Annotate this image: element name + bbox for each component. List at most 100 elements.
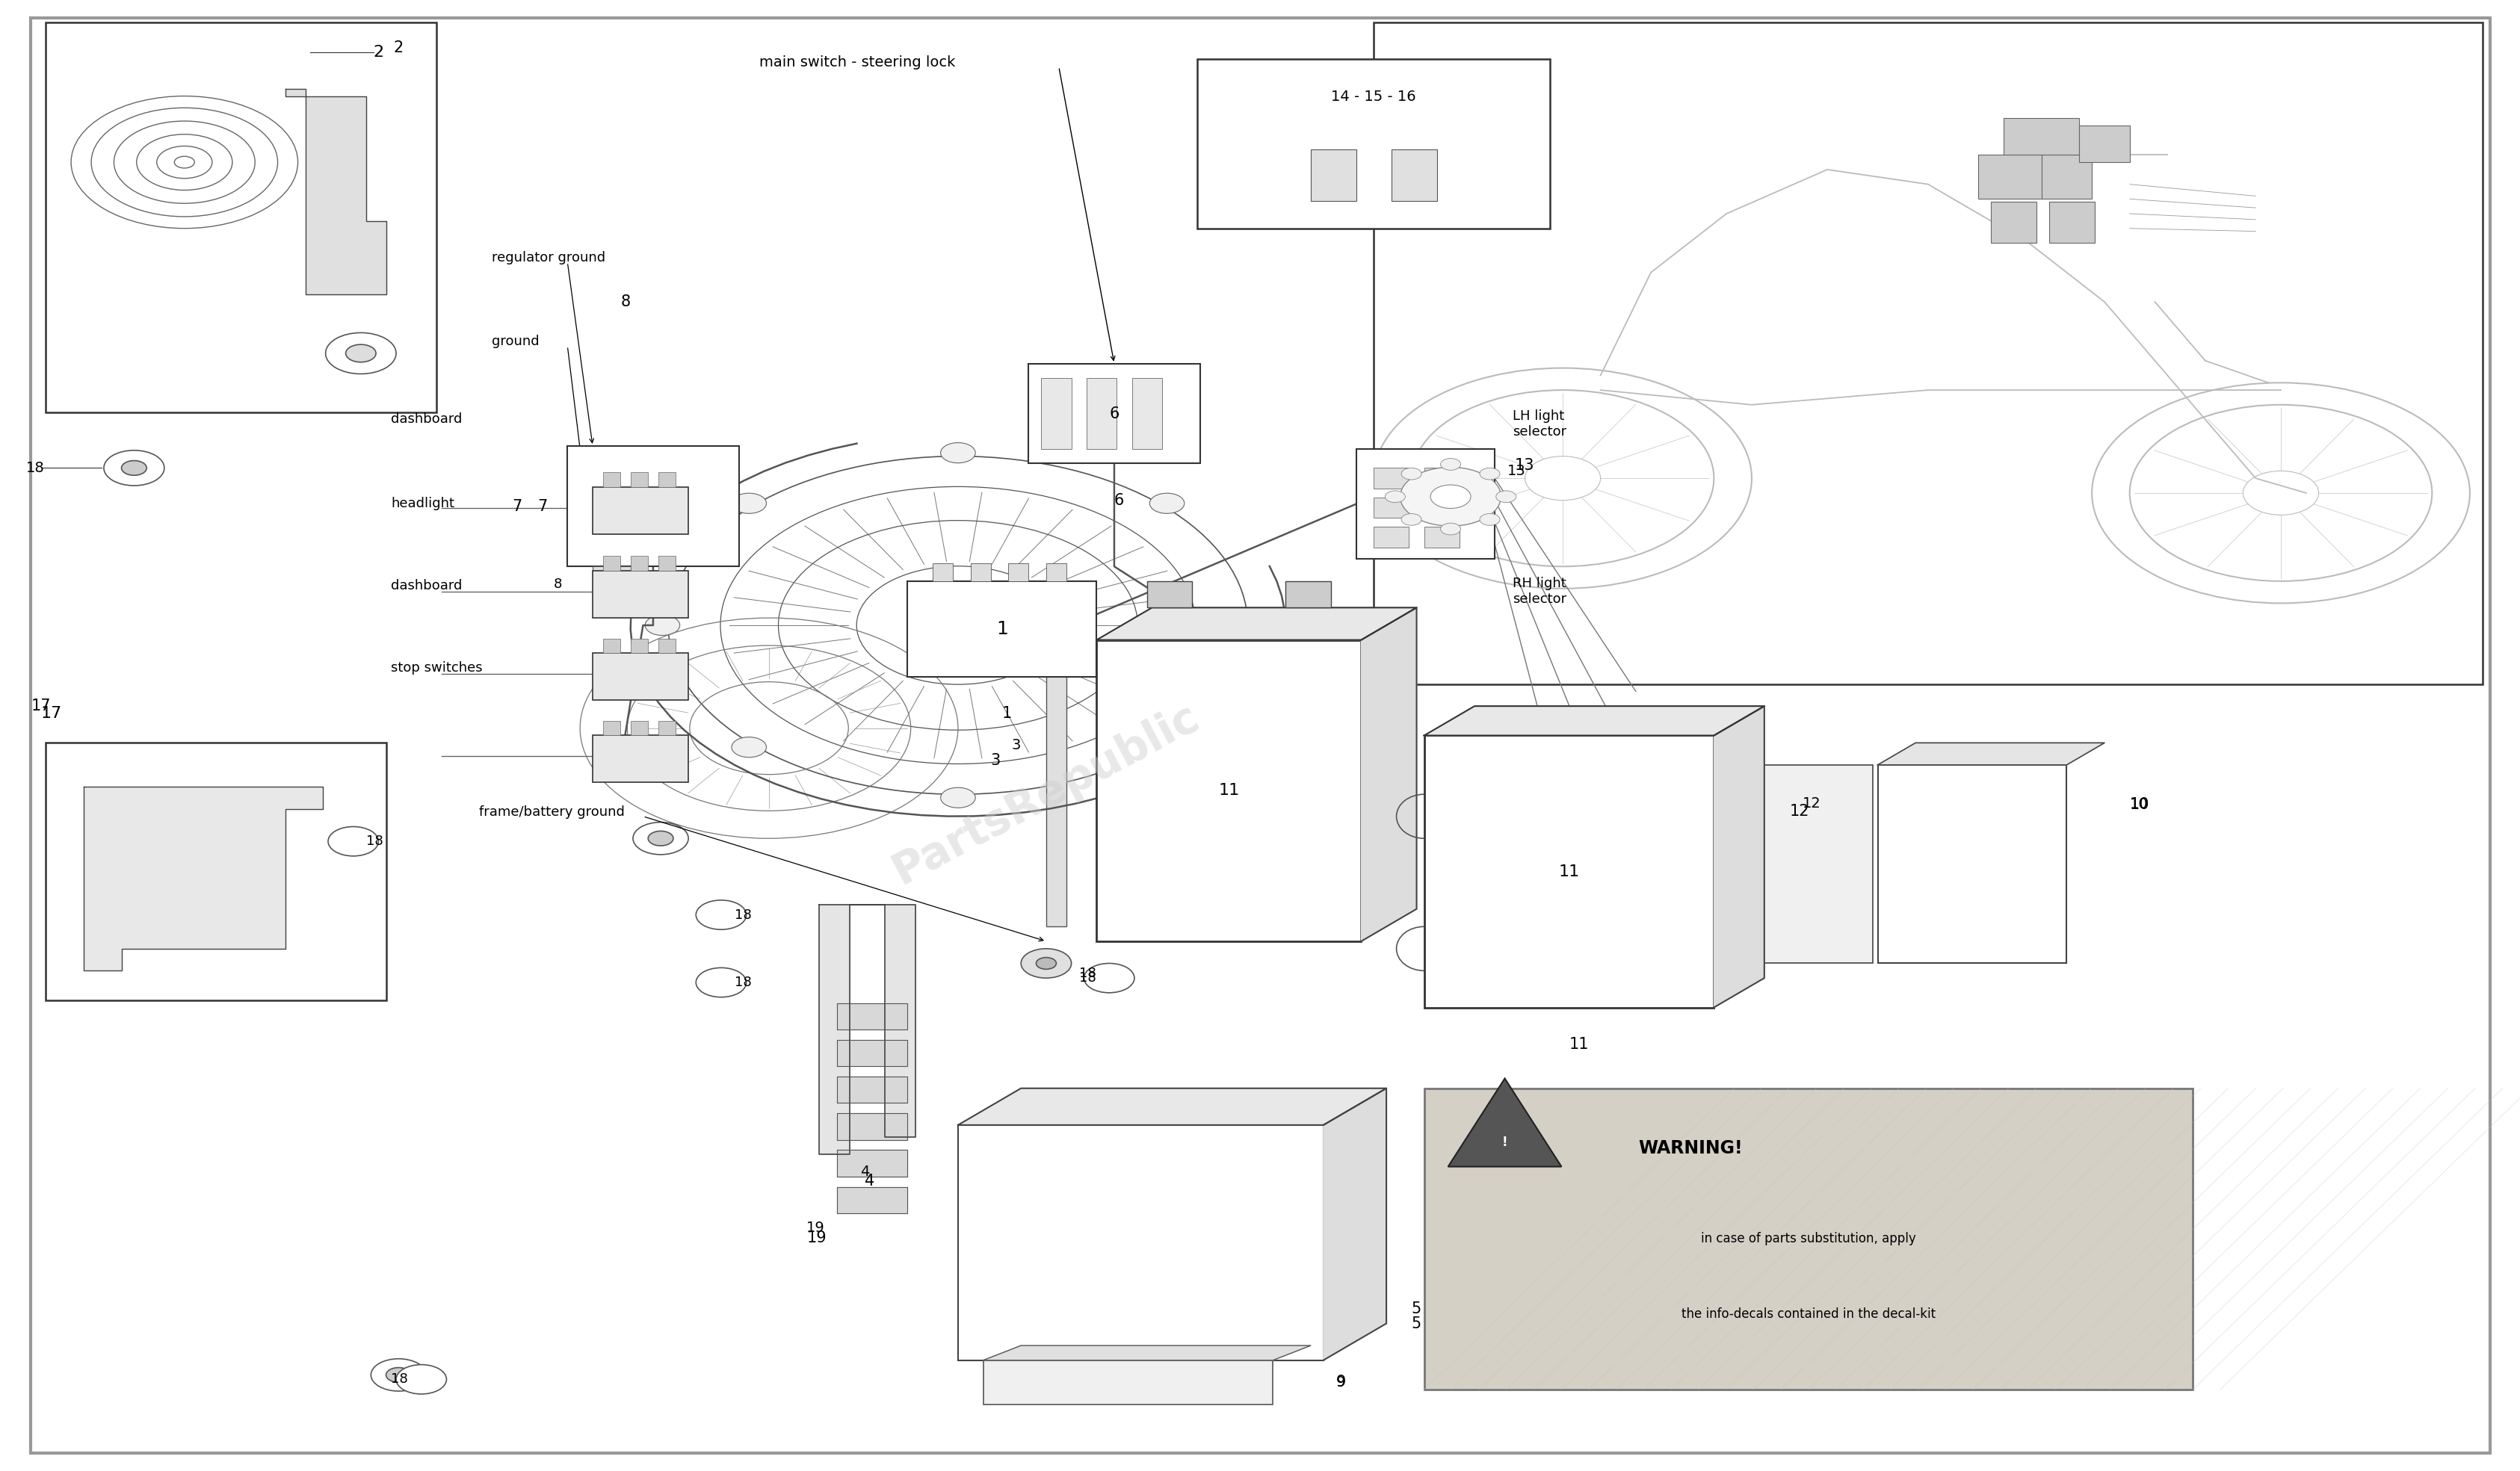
Bar xyxy=(1373,468,1409,488)
Bar xyxy=(592,571,688,618)
Polygon shape xyxy=(837,1040,907,1066)
Text: 18: 18 xyxy=(25,460,45,475)
Bar xyxy=(567,446,738,566)
Circle shape xyxy=(103,450,164,485)
Circle shape xyxy=(1036,958,1056,969)
Polygon shape xyxy=(1714,706,1764,1008)
Bar xyxy=(1424,468,1459,488)
Bar xyxy=(658,556,675,571)
Bar xyxy=(1028,363,1200,463)
Bar xyxy=(1424,736,1714,1008)
Bar xyxy=(592,566,630,603)
Bar xyxy=(1131,378,1162,449)
Text: 10: 10 xyxy=(2129,797,2150,812)
Circle shape xyxy=(731,493,766,513)
Text: 14 - 15 - 16: 14 - 15 - 16 xyxy=(1331,90,1416,103)
Bar xyxy=(983,1361,1273,1405)
Bar xyxy=(2049,202,2094,243)
Bar xyxy=(1391,149,1436,200)
Text: !: ! xyxy=(1502,1136,1507,1149)
Circle shape xyxy=(940,443,975,463)
Text: 8: 8 xyxy=(554,578,562,591)
Polygon shape xyxy=(1446,1078,1560,1167)
Text: 17: 17 xyxy=(40,706,63,721)
Bar xyxy=(1008,563,1028,581)
Circle shape xyxy=(1918,899,1938,911)
Circle shape xyxy=(1494,491,1515,503)
Bar xyxy=(1751,765,1872,964)
Text: 11: 11 xyxy=(1567,1037,1588,1052)
Bar xyxy=(1046,563,1066,581)
Bar xyxy=(1424,527,1459,547)
Text: dashboard: dashboard xyxy=(391,413,461,427)
Bar xyxy=(1285,581,1331,608)
Text: 11: 11 xyxy=(1217,783,1240,799)
Circle shape xyxy=(645,615,680,635)
Circle shape xyxy=(1399,468,1499,527)
Text: 3: 3 xyxy=(1011,738,1021,753)
Polygon shape xyxy=(837,1150,907,1177)
Text: 2: 2 xyxy=(393,40,403,54)
Text: 7: 7 xyxy=(537,499,547,513)
Text: 10: 10 xyxy=(2129,797,2147,812)
Text: dashboard: dashboard xyxy=(391,580,461,593)
Bar xyxy=(907,581,1096,677)
Circle shape xyxy=(386,1368,411,1383)
Text: PartsRepublic: PartsRepublic xyxy=(885,696,1207,893)
Text: 1: 1 xyxy=(1003,706,1011,721)
Circle shape xyxy=(1429,485,1469,509)
Text: 9: 9 xyxy=(1336,1375,1346,1390)
Text: 5: 5 xyxy=(1411,1317,1421,1331)
Circle shape xyxy=(1991,890,2041,919)
Bar xyxy=(1424,497,1459,518)
Text: 12: 12 xyxy=(1789,805,1809,819)
Bar xyxy=(658,638,675,653)
Polygon shape xyxy=(837,1003,907,1030)
Text: 18: 18 xyxy=(1079,971,1096,984)
Polygon shape xyxy=(285,88,386,294)
Text: the info-decals contained in the decal-kit: the info-decals contained in the decal-k… xyxy=(1681,1308,1935,1321)
Bar xyxy=(1147,581,1192,608)
Bar xyxy=(2041,154,2092,199)
Text: 6: 6 xyxy=(1109,406,1119,421)
Text: LH light
selector: LH light selector xyxy=(1512,409,1565,438)
Bar xyxy=(1356,449,1494,559)
Circle shape xyxy=(345,344,375,362)
Bar xyxy=(1877,765,2066,964)
Bar xyxy=(1086,378,1116,449)
Polygon shape xyxy=(1877,743,2104,765)
Text: 5: 5 xyxy=(1411,1302,1421,1317)
Circle shape xyxy=(731,737,766,758)
Text: stop switches: stop switches xyxy=(391,660,481,675)
Bar xyxy=(1978,154,2041,199)
Bar xyxy=(630,556,648,571)
Circle shape xyxy=(139,856,229,909)
Text: 19: 19 xyxy=(806,1221,824,1236)
Bar xyxy=(970,563,990,581)
Circle shape xyxy=(2006,899,2026,911)
Circle shape xyxy=(1149,737,1184,758)
Text: 11: 11 xyxy=(1557,863,1580,880)
Bar xyxy=(1424,1089,2192,1390)
Bar xyxy=(630,638,648,653)
Circle shape xyxy=(1401,468,1421,480)
Bar xyxy=(630,721,648,736)
Bar xyxy=(1041,378,1071,449)
Text: 18: 18 xyxy=(365,834,383,849)
Circle shape xyxy=(696,900,746,930)
Text: 4: 4 xyxy=(859,1165,869,1180)
Circle shape xyxy=(1021,949,1071,978)
Text: 18: 18 xyxy=(391,1372,408,1386)
Bar xyxy=(592,487,688,534)
Text: 13: 13 xyxy=(1507,463,1525,478)
Bar xyxy=(1046,655,1066,927)
Circle shape xyxy=(633,822,688,855)
Bar xyxy=(958,1125,1323,1361)
Bar xyxy=(45,22,436,412)
Bar xyxy=(1373,497,1409,518)
Bar xyxy=(658,721,675,736)
Circle shape xyxy=(648,831,673,846)
Polygon shape xyxy=(1323,1089,1386,1361)
Polygon shape xyxy=(958,1089,1386,1125)
Text: main switch - steering lock: main switch - steering lock xyxy=(759,54,955,69)
